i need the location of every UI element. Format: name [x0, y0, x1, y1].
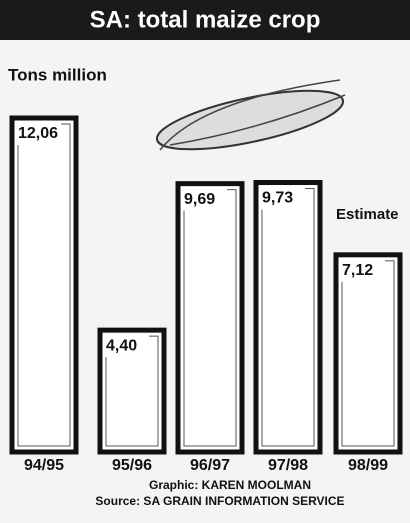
x-tick-label: 96/97: [190, 457, 230, 474]
x-tick-label: 94/95: [24, 457, 64, 474]
value-label: 4,40: [106, 337, 137, 354]
x-tick-label: 97/98: [268, 457, 308, 474]
bar: [336, 255, 400, 452]
bar: [12, 118, 76, 452]
chart: SA: total maize crop Tons million Estima…: [0, 0, 410, 523]
value-label: 7,12: [342, 262, 373, 279]
credit: Graphic: KAREN MOOLMAN: [149, 478, 311, 492]
bar: [256, 183, 320, 452]
value-label: 9,73: [262, 190, 293, 207]
subtitle: Tons million: [8, 65, 107, 84]
x-tick-label: 95/96: [112, 457, 152, 474]
value-label: 9,69: [184, 191, 215, 208]
x-tick-label: 98/99: [348, 457, 388, 474]
annotation: Estimate: [336, 206, 399, 223]
value-label: 12,06: [18, 125, 58, 142]
source: Source: SA GRAIN INFORMATION SERVICE: [95, 494, 344, 508]
bar: [178, 184, 242, 452]
chart-title: SA: total maize crop: [90, 6, 321, 33]
